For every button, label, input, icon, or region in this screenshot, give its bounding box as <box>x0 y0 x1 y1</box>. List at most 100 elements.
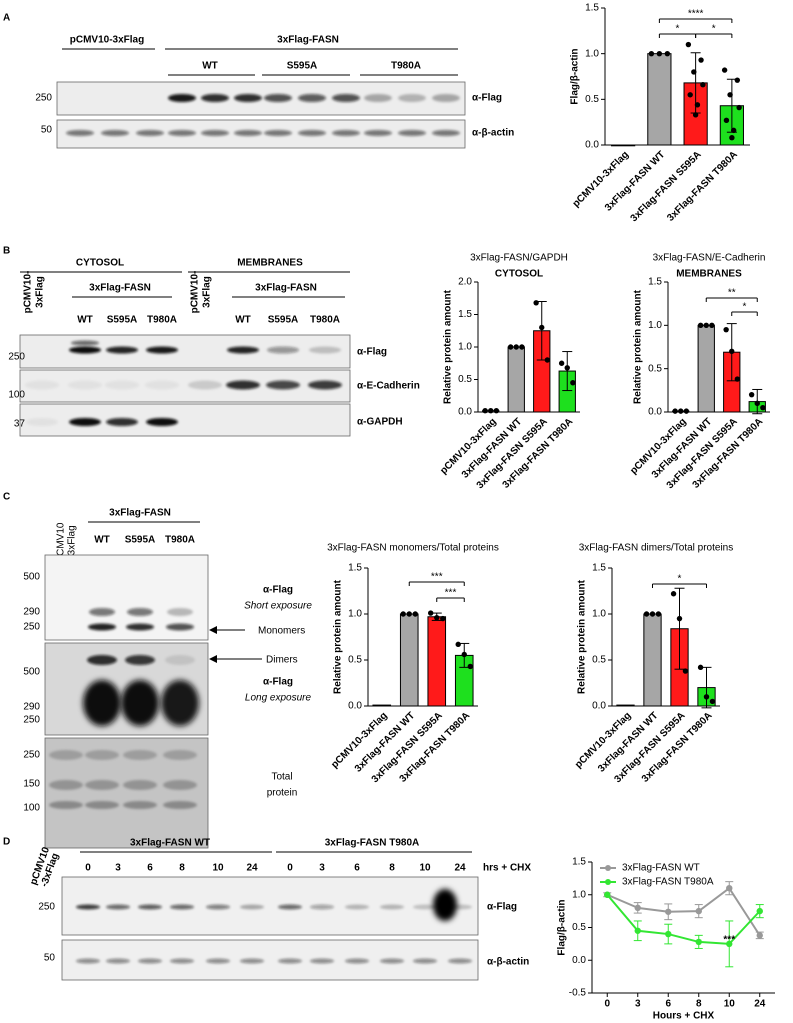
data-point <box>756 907 763 915</box>
band <box>310 904 334 910</box>
x-tick-label: 3xFlag-FASN T980A <box>665 149 740 224</box>
bar <box>643 613 662 707</box>
data-point <box>683 408 690 414</box>
y-tick-label: 0.0 <box>458 407 472 418</box>
band <box>206 904 230 910</box>
y-axis-label: Relative protein amount <box>333 579 344 694</box>
data-point <box>400 611 406 617</box>
data-point <box>519 344 525 350</box>
size-marker: 100 <box>8 390 25 401</box>
lane-label: T980A <box>165 535 195 546</box>
data-point <box>692 112 699 118</box>
y-tick-label: 0.0 <box>648 407 662 418</box>
lane-label: -3xFlag <box>67 525 78 558</box>
band <box>123 750 157 760</box>
data-point <box>729 348 735 355</box>
data-point <box>723 326 729 333</box>
band <box>49 801 83 809</box>
data-point <box>698 57 704 63</box>
band <box>345 958 369 964</box>
series-line <box>606 894 761 945</box>
band <box>226 380 260 390</box>
y-tick-label: 0.5 <box>572 922 586 933</box>
data-point <box>748 391 755 398</box>
lane-label: WT <box>94 535 110 546</box>
y-tick-label: 0.5 <box>592 655 606 666</box>
band <box>146 418 178 426</box>
band <box>167 608 193 616</box>
data-point <box>703 694 710 700</box>
data-point <box>691 69 697 75</box>
band <box>163 801 197 809</box>
band <box>136 130 164 136</box>
band <box>267 346 299 354</box>
data-point <box>687 92 693 98</box>
lane-label: S595A <box>268 315 299 326</box>
data-point <box>428 610 434 616</box>
chart-title: 3xFlag-FASN dimers/Total proteins <box>579 543 734 554</box>
significance-label: *** <box>445 588 457 599</box>
band <box>398 94 426 102</box>
y-tick-label: 0.5 <box>648 363 662 374</box>
data-point <box>455 641 461 648</box>
bar <box>427 616 447 707</box>
data-point <box>734 77 741 83</box>
band <box>106 346 138 354</box>
band <box>76 958 100 964</box>
data-point <box>672 408 678 414</box>
y-tick-label: 0.0 <box>348 701 362 712</box>
series-line <box>606 886 761 936</box>
size-marker: 37 <box>14 419 26 430</box>
lane-label: WT <box>77 315 93 326</box>
lane-label: pCMV10- <box>190 271 201 314</box>
y-tick-label: 1.5 <box>648 277 662 288</box>
panel-letter: A <box>3 13 10 24</box>
panel-letter: B <box>3 246 10 257</box>
lane-label: 0 <box>287 863 293 874</box>
band <box>364 130 392 136</box>
lane-label: 3xFlag <box>202 276 213 308</box>
lane-label: T980A <box>391 61 421 72</box>
bar <box>647 53 672 146</box>
band <box>310 958 334 964</box>
band <box>127 608 153 616</box>
lane-label: T980A <box>147 315 177 326</box>
data-point <box>655 611 662 617</box>
bar <box>507 346 525 413</box>
data-point <box>721 67 728 73</box>
bar <box>399 613 419 707</box>
data-point <box>729 134 735 141</box>
data-point <box>513 344 519 350</box>
band <box>278 904 302 910</box>
size-marker: 290 <box>23 607 40 618</box>
size-marker: 50 <box>44 953 56 964</box>
band <box>106 958 130 964</box>
y-axis-label: Flag/β-actin <box>557 899 568 955</box>
size-marker: 250 <box>38 902 55 913</box>
band <box>448 958 472 964</box>
band <box>201 94 229 102</box>
lane-label: 8 <box>179 863 185 874</box>
blot <box>19 334 351 369</box>
lane-label: 3 <box>115 863 121 874</box>
size-marker: 250 <box>8 352 25 363</box>
data-point <box>488 408 494 414</box>
size-marker: 250 <box>35 93 52 104</box>
data-point <box>648 50 655 57</box>
data-point <box>482 408 488 414</box>
chart-subtitle: CYTOSOL <box>495 269 543 280</box>
band <box>66 130 94 136</box>
legend-swatch <box>605 865 611 871</box>
x-tick-label: 8 <box>696 999 702 1010</box>
y-tick-label: -0.5 <box>569 988 587 999</box>
y-axis-label: Relative protein amount <box>633 289 644 404</box>
band <box>85 801 119 809</box>
data-point <box>440 615 446 622</box>
band <box>432 130 460 136</box>
lane-label: 24 <box>246 863 258 874</box>
y-tick-label: 1.5 <box>458 309 472 320</box>
significance-label: ** <box>728 288 736 299</box>
lane-label: pCMV10-3xFlag <box>70 35 144 46</box>
x-tick-label: 3 <box>635 999 641 1010</box>
band <box>26 418 58 426</box>
